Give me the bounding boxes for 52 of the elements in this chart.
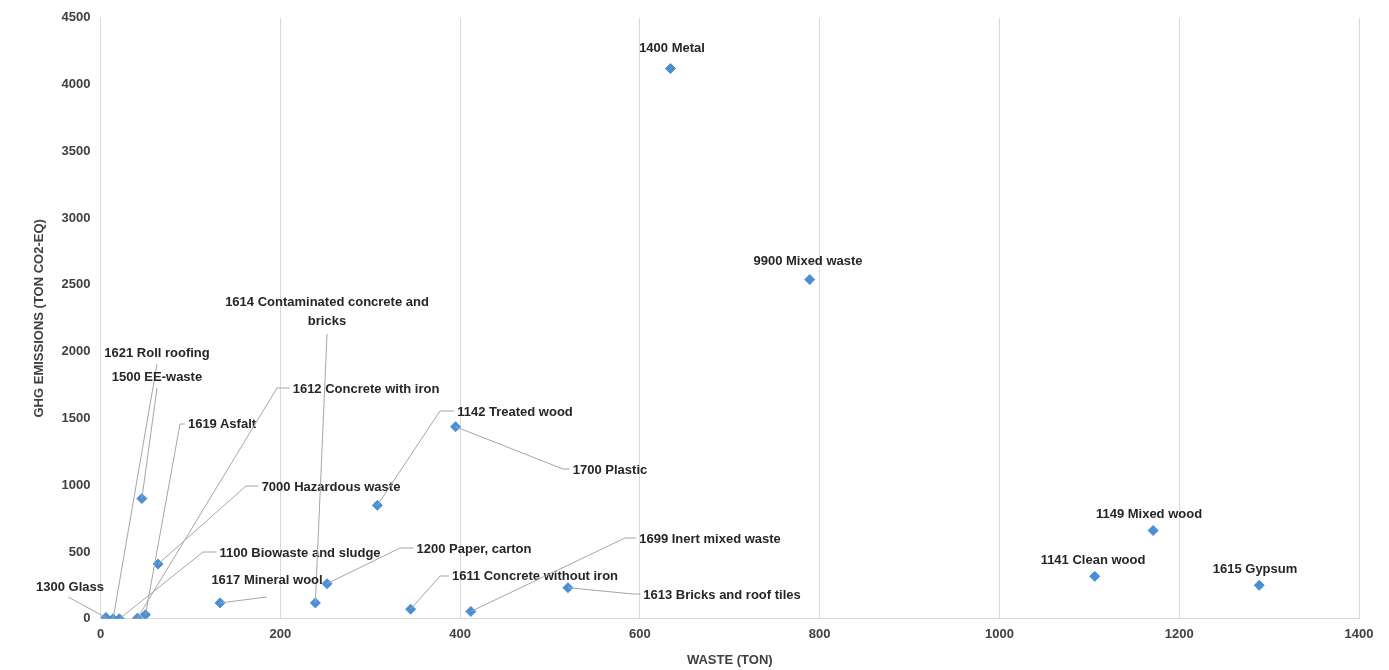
y-tick-label: 3000 (61, 209, 91, 225)
y-tick-label: 4000 (61, 76, 91, 92)
x-tick-label: 600 (629, 626, 651, 642)
annotation: 1400 Metal (639, 40, 705, 55)
y-tick-label: 4500 (61, 9, 91, 25)
annotation: 1612 Concrete with iron (292, 381, 440, 396)
annotation: 1149 Mixed wood (1095, 506, 1203, 521)
annotation: 1142 Treated wood (457, 404, 573, 419)
point (371, 499, 383, 511)
annotation: 1611 Concrete without iron (451, 568, 619, 583)
x-tick-label: 800 (808, 626, 831, 642)
point (1253, 579, 1265, 591)
y-tick-label: 1500 (61, 410, 91, 426)
point (450, 421, 462, 433)
y-tick-label: 2000 (61, 343, 91, 359)
point (804, 274, 816, 286)
x-tick-label: 200 (269, 626, 292, 642)
annotation: 1100 Biowaste and sludge (219, 545, 381, 560)
annotation: 1200 Paper, carton (416, 541, 532, 556)
point (1089, 570, 1101, 582)
point (1147, 525, 1159, 537)
point (405, 603, 417, 615)
annotation: 7000 Hazardous waste (261, 479, 401, 494)
y-tick-label: 500 (68, 543, 91, 559)
point (309, 597, 321, 609)
annotation: 1617 Mineral wool (211, 572, 323, 587)
y-tick-label: 1000 (61, 476, 91, 492)
annotation: 1141 Clean wood (1040, 552, 1146, 567)
y-tick-label: 3500 (61, 142, 91, 158)
annotation: 1500 EE-waste (111, 369, 203, 384)
annotation: 1619 Asfalt (187, 416, 257, 431)
y-tick-label: 0 (83, 610, 91, 626)
x-tick-label: 400 (449, 626, 471, 642)
x-tick-label: 0 (96, 626, 105, 642)
x-tick-label: 1200 (1164, 626, 1194, 642)
annotation: 1613 Bricks and roof tiles (643, 587, 801, 602)
y-axis-title: GHG EMISSIONS (TON CO2-EQ) (31, 219, 47, 418)
point (214, 597, 226, 609)
annotation: 1614 Contaminated concrete and bricks (225, 294, 429, 328)
point (321, 578, 333, 590)
annotation: 1700 Plastic (572, 462, 648, 477)
x-axis-title: WASTE (TON) (686, 651, 773, 667)
annotation: 1621 Roll roofing (104, 345, 210, 360)
y-tick-label: 2500 (61, 276, 91, 292)
annotation: 1699 Inert mixed waste (639, 531, 781, 546)
annotation: 9900 Mixed waste (753, 253, 863, 268)
point (664, 63, 676, 75)
x-tick-label: 1000 (984, 626, 1014, 642)
annotation: 1615 Gypsum (1212, 561, 1298, 576)
x-tick-label: 1400 (1344, 626, 1374, 642)
point (465, 605, 477, 617)
annotation: 1300 Glass (36, 579, 104, 594)
